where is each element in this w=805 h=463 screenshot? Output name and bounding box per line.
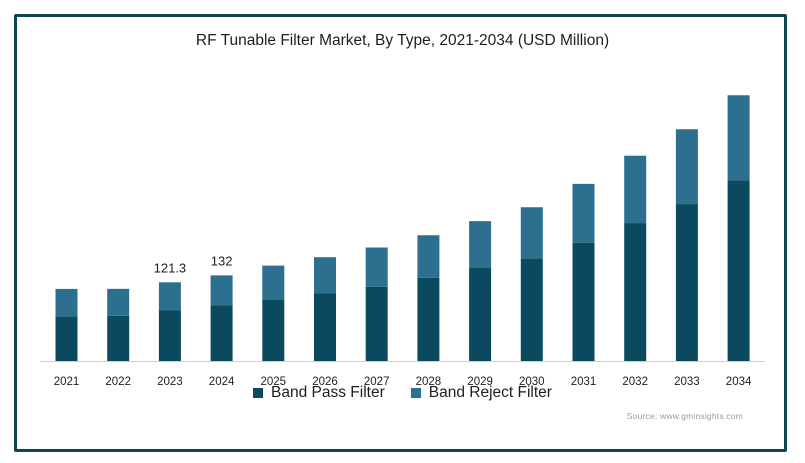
x-tick-label-2031: 2031: [571, 376, 597, 388]
bar-band-reject-2029: [469, 221, 492, 269]
legend-swatch-band-pass: [253, 388, 264, 398]
x-tick-label-2034: 2034: [726, 376, 752, 388]
bar-band-pass-2023: [158, 310, 181, 361]
bar-band-pass-2028: [417, 277, 440, 361]
bar-band-pass-2027: [365, 286, 388, 361]
bar-band-reject-2026: [314, 257, 336, 294]
bar-band-reject-2033: [675, 129, 698, 205]
x-tick-label-2028: 2028: [416, 376, 442, 388]
bar-band-pass-2034: [727, 180, 750, 361]
legend-swatch-band-reject: [410, 388, 421, 398]
legend-item-band-pass: Band Pass Filter: [253, 384, 385, 402]
x-tick-label-2029: 2029: [467, 376, 493, 388]
x-tick-label-2023: 2023: [157, 376, 183, 388]
bar-band-pass-2024: [210, 305, 233, 361]
x-tick-label-2027: 2027: [364, 376, 390, 388]
bar-band-reject-2025: [262, 265, 285, 300]
bar-band-reject-2031: [572, 183, 595, 243]
bar-band-pass-2022: [107, 315, 130, 361]
bar-band-reject-2028: [417, 235, 440, 278]
x-tick-labels: 2021 2022 2023 2024 2025 2026 2027 2028 2029 2030…: [54, 376, 752, 388]
source-note: Source: www.gminsights.com: [626, 411, 743, 421]
bar-band-reject-2027: [365, 247, 388, 287]
x-tick-label-2032: 2032: [622, 376, 648, 388]
bar-band-reject-2030: [520, 207, 543, 259]
bar-band-reject-2034: [727, 95, 750, 181]
bar-band-pass-2026: [314, 293, 336, 361]
data-label-2023: 121.3: [154, 260, 187, 275]
bar-band-pass-2032: [624, 223, 647, 361]
bar-band-pass-2025: [262, 299, 285, 361]
bar-band-pass-2031: [572, 242, 595, 361]
bar-band-reject-2022: [107, 288, 130, 316]
data-label-2024: 132: [211, 253, 233, 268]
x-tick-label-2033: 2033: [674, 376, 700, 388]
bar-band-pass-2021: [55, 316, 78, 361]
legend: Band Pass Filter Band Reject Filter: [0, 384, 805, 402]
x-tick-label-2025: 2025: [261, 376, 287, 388]
bar-band-reject-2024: [210, 275, 233, 306]
bar-band-pass-2029: [469, 268, 492, 361]
bar-band-reject-2023: [158, 282, 181, 311]
legend-item-band-reject: Band Reject Filter: [410, 384, 552, 402]
x-tick-label-2030: 2030: [519, 376, 545, 388]
bar-band-pass-2033: [675, 204, 698, 361]
legend-label-band-reject: Band Reject Filter: [428, 384, 552, 401]
x-tick-label-2024: 2024: [209, 376, 235, 388]
legend-label-band-pass: Band Pass Filter: [271, 384, 385, 401]
bars-group: [55, 95, 750, 361]
x-tick-label-2021: 2021: [54, 376, 80, 388]
x-tick-label-2026: 2026: [312, 376, 338, 388]
bar-band-reject-2021: [55, 288, 78, 317]
bar-band-pass-2030: [520, 258, 543, 361]
chart-frame: [14, 14, 787, 452]
chart-title: RF Tunable Filter Market, By Type, 2021-…: [195, 32, 610, 49]
data-labels: 121.3 132: [154, 253, 233, 275]
x-tick-label-2022: 2022: [105, 376, 131, 388]
bar-band-reject-2032: [624, 155, 647, 224]
